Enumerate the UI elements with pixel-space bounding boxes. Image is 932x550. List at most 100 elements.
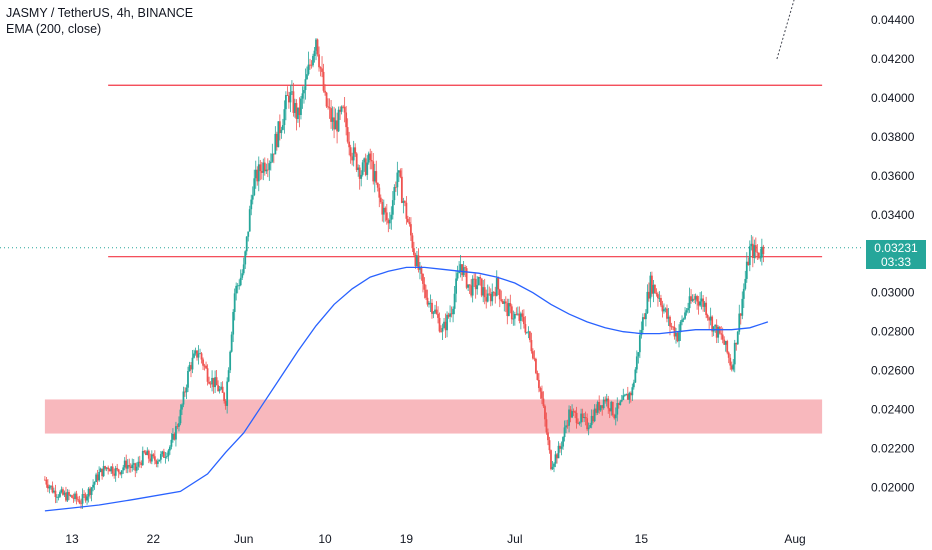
candle-body (569, 409, 572, 418)
candle-body (431, 302, 433, 314)
candle-body (96, 474, 99, 481)
candle-body (292, 91, 295, 113)
candle-body (598, 402, 601, 411)
candle-body (738, 313, 741, 332)
candle-body (513, 313, 516, 319)
candle-body (221, 386, 224, 393)
candle-body (123, 460, 126, 468)
candle-body (429, 302, 432, 304)
candle-body (586, 418, 589, 430)
candle-body (343, 106, 346, 113)
candle-body (690, 296, 692, 301)
candle-body (125, 460, 128, 469)
demand-zone (44, 399, 823, 434)
candle-body (593, 408, 596, 422)
candle-body (470, 285, 473, 296)
candle-body (736, 331, 739, 345)
candle-body (518, 313, 521, 321)
x-tick-label: 13 (65, 532, 79, 546)
candle-body (248, 209, 251, 232)
candle-body (519, 313, 522, 321)
candle-body (712, 326, 715, 332)
candle-body (196, 350, 198, 358)
candle-body (726, 341, 729, 353)
candle-body (339, 109, 342, 112)
candle-body (709, 316, 712, 321)
candles-layer (43, 38, 765, 509)
candle-body (158, 459, 161, 462)
y-tick-label: 0.02400 (871, 403, 915, 417)
candle-body (542, 398, 545, 407)
candle-body (672, 326, 674, 328)
candle-body (544, 406, 546, 420)
candle-body (414, 254, 417, 267)
candle-body (291, 91, 293, 93)
candle-body (563, 427, 566, 438)
candle-body (456, 273, 459, 279)
candle-body (134, 463, 137, 471)
candle-body (687, 308, 689, 311)
candle-body (525, 331, 528, 333)
candle-body (495, 277, 498, 296)
candle-body (59, 492, 61, 497)
candle-body (572, 411, 575, 412)
candle-body (679, 321, 682, 333)
candle-body (654, 284, 656, 294)
candle-body (144, 452, 147, 456)
candle-body (172, 433, 174, 440)
candle-body (205, 365, 207, 369)
candle-body (592, 415, 595, 422)
candle-body (352, 147, 355, 161)
candle-body (86, 496, 88, 501)
candle-body (316, 39, 319, 55)
candle-body (660, 298, 662, 306)
candle-body (408, 222, 411, 225)
candle-body (297, 107, 299, 120)
candle-body (529, 331, 531, 341)
demand-zone-layer (44, 399, 823, 434)
candle-body (663, 309, 665, 312)
candle-body (51, 485, 54, 493)
candle-body (92, 484, 94, 488)
candle-body (745, 261, 748, 279)
candle-body (187, 371, 189, 388)
candle-body (188, 365, 191, 372)
candle-body (753, 245, 756, 258)
candle-body (330, 108, 332, 122)
candle-body (181, 404, 183, 410)
candle-body (509, 303, 512, 307)
y-tick-label: 0.03600 (871, 169, 915, 183)
candle-body (568, 409, 570, 426)
candle-body (132, 463, 135, 465)
candle-body (119, 472, 122, 475)
candle-body (625, 394, 628, 396)
candle-body (655, 293, 658, 295)
candle-body (235, 285, 238, 294)
candle-body (727, 352, 730, 358)
candle-body (491, 291, 494, 302)
y-tick-label: 0.02200 (871, 442, 915, 456)
candle-body (202, 359, 204, 366)
candle-body (382, 207, 385, 215)
candle-body (57, 496, 60, 498)
candle-body (194, 350, 197, 354)
candle-body (507, 303, 510, 317)
dotted-trendline (776, 0, 795, 60)
candle-body (54, 490, 57, 498)
candle-body (284, 95, 287, 110)
candle-body (200, 353, 203, 360)
candle-body (596, 402, 599, 413)
candle-body (274, 133, 277, 155)
candle-body (402, 201, 405, 203)
candle-body (757, 252, 760, 258)
candle-body (107, 467, 110, 470)
candle-body (236, 285, 239, 287)
candle-body (328, 107, 331, 109)
candle-body (498, 289, 501, 300)
candle-body (363, 158, 366, 163)
candle-body (209, 383, 212, 385)
candle-body (510, 306, 513, 320)
candle-body (515, 313, 518, 315)
candle-body (657, 294, 659, 299)
